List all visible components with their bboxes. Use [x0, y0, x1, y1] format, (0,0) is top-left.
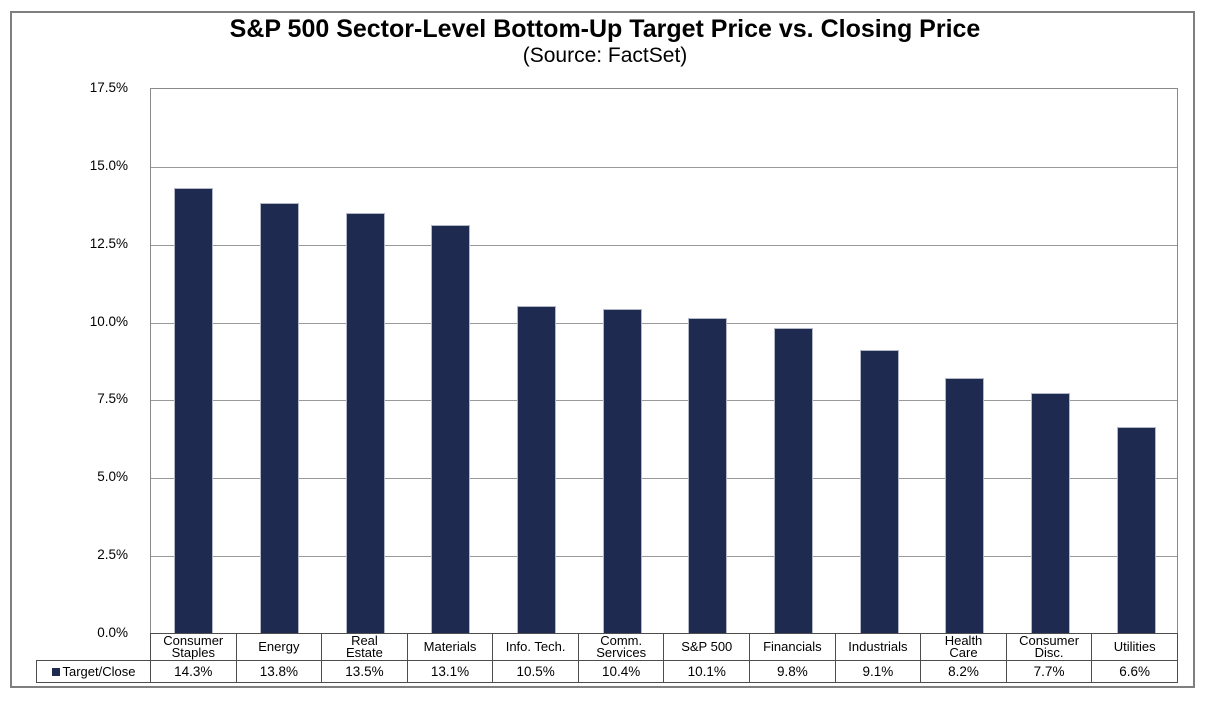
bar-financials — [774, 328, 813, 633]
y-tick-label: 15.0% — [89, 158, 128, 173]
category-cell: Health Care — [921, 634, 1007, 661]
category-cell: Real Estate — [322, 634, 408, 661]
category-header-row: Consumer Staples Energy Real Estate Materia… — [151, 634, 1178, 661]
value-cell: 10.1% — [664, 661, 751, 683]
bar-energy — [260, 203, 299, 633]
bar-health-care — [945, 378, 984, 633]
value-cell: 9.1% — [835, 661, 922, 683]
value-cell: 7.7% — [1006, 661, 1093, 683]
category-cell: Comm. Services — [578, 634, 665, 661]
gridline-12.5% — [151, 245, 1177, 246]
gridline-15.0% — [151, 167, 1177, 168]
bar-real-estate — [346, 213, 385, 633]
bar-consumer-disc. — [1031, 393, 1070, 633]
y-tick-label: 17.5% — [89, 80, 128, 95]
y-tick-label: 5.0% — [97, 469, 128, 484]
data-table: Consumer Staples Energy Real Estate Materia… — [150, 633, 1178, 683]
bar-comm.-services — [603, 309, 642, 633]
bar-info.-tech. — [517, 306, 556, 633]
y-tick-label: 12.5% — [89, 236, 128, 251]
bar-materials — [431, 225, 470, 633]
gridline-7.5% — [151, 400, 1177, 401]
bar-utilities — [1117, 427, 1156, 633]
gridline-5.0% — [151, 478, 1177, 479]
bar-s&p-500 — [688, 318, 727, 633]
value-cell: 10.5% — [493, 661, 579, 683]
chart-title: S&P 500 Sector-Level Bottom-Up Target Pr… — [229, 15, 981, 43]
y-tick-label: 7.5% — [97, 391, 128, 406]
category-cell: Consumer Staples — [151, 634, 237, 661]
y-tick-label: 10.0% — [89, 314, 128, 329]
y-tick-label: 0.0% — [97, 625, 128, 640]
value-cell: 6.6% — [1092, 661, 1178, 683]
value-cell: 8.2% — [921, 661, 1007, 683]
category-cell: Materials — [407, 634, 494, 661]
value-cell: 13.8% — [236, 661, 323, 683]
bar-industrials — [860, 350, 899, 633]
value-cell: 13.1% — [407, 661, 494, 683]
category-cell: Financials — [750, 634, 836, 661]
chart-subtitle: (Source: FactSet) — [522, 44, 688, 67]
category-cell: Info. Tech. — [493, 634, 579, 661]
gridline-10.0% — [151, 323, 1177, 324]
category-cell: Utilities — [1092, 634, 1178, 661]
legend-color-swatch-icon — [51, 667, 60, 676]
value-cell: 10.4% — [578, 661, 665, 683]
category-cell: Industrials — [835, 634, 922, 661]
category-cell: S&P 500 — [664, 634, 751, 661]
plot-area — [150, 88, 1178, 633]
category-cell: Energy — [236, 634, 323, 661]
value-cell: 14.3% — [151, 661, 237, 683]
value-row: 14.3% 13.8% 13.5% 13.1% 10.5% 10.4% 10.1% 9.8% 9… — [151, 661, 1178, 683]
legend-label: Target/Close — [62, 664, 136, 679]
y-tick-label: 2.5% — [97, 547, 128, 562]
category-cell: Consumer Disc. — [1006, 634, 1093, 661]
bar-consumer-staples — [174, 188, 213, 633]
value-cell: 9.8% — [750, 661, 836, 683]
value-cell: 13.5% — [322, 661, 408, 683]
gridline-2.5% — [151, 556, 1177, 557]
legend-cell: Target/Close — [36, 660, 151, 683]
